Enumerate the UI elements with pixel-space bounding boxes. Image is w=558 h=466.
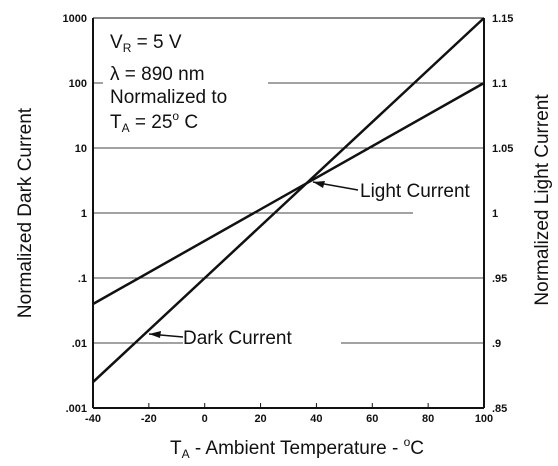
x-tick-label: -20 <box>141 413 157 425</box>
y-left-tick-label: .001 <box>66 403 87 415</box>
x-tick-label: 0 <box>202 413 208 425</box>
y-axis-right-title: Normalized Light Current <box>532 94 553 306</box>
y-left-tick-label: 1000 <box>63 13 87 25</box>
x-tick-label: 60 <box>366 413 378 425</box>
dark-current-label: Dark Current <box>183 328 292 349</box>
dark-current-annotation: Dark Current <box>149 328 292 349</box>
y-left-tick-label: .1 <box>78 273 87 285</box>
y-right-tick-label: .95 <box>492 273 507 285</box>
y-left-tick-label: .01 <box>72 338 87 350</box>
x-tick-label: -40 <box>85 413 101 425</box>
y-left-tick-label: 10 <box>75 143 87 155</box>
y-right-tick-label: 1 <box>492 208 498 220</box>
dark-current-arrowhead <box>149 331 161 338</box>
y-left-tick-label: 100 <box>69 78 87 90</box>
y-axis-left-title: Normalized Dark Current <box>15 107 36 318</box>
light-current-arrowhead <box>313 181 325 188</box>
y-right-tick-label: .9 <box>492 338 501 350</box>
y-right-tick-label: 1.15 <box>492 13 513 25</box>
x-tick-label: 80 <box>422 413 434 425</box>
light-current-label: Light Current <box>360 181 471 202</box>
y-right-tick-label: 1.05 <box>492 143 513 155</box>
condition-ta: TA = 25o C <box>110 109 198 135</box>
condition-normalized: Normalized to <box>110 87 227 108</box>
x-tick-label: 40 <box>310 413 322 425</box>
y-right-tick-label: .85 <box>492 403 507 415</box>
x-tick-label: 100 <box>475 413 493 425</box>
y-left-tick-label: 1 <box>81 208 87 220</box>
condition-wavelength: λ = 890 nm <box>110 64 205 85</box>
y-right-tick-label: 1.1 <box>492 78 507 90</box>
condition-vr: VR = 5 V <box>110 32 182 55</box>
x-axis-title: TA - Ambient Temperature - oC <box>170 435 424 461</box>
light-current-annotation: Light Current <box>313 181 471 202</box>
x-tick-label: 20 <box>254 413 266 425</box>
